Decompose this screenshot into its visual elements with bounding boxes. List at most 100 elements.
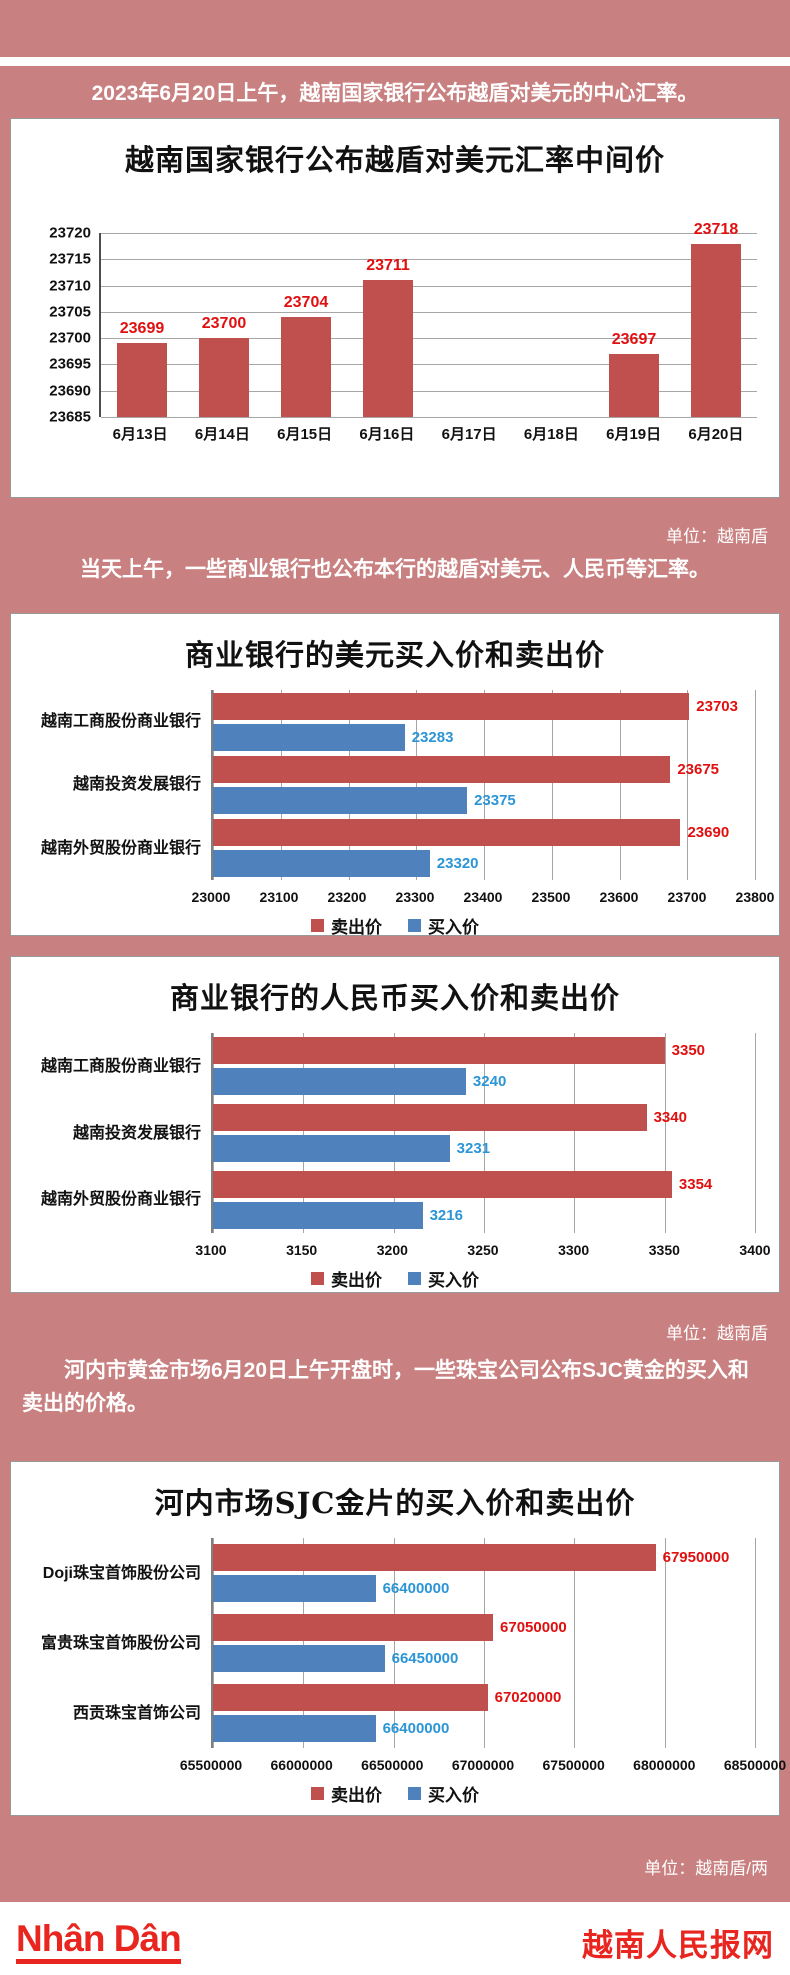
bar-row: 66450000 [213, 1645, 755, 1672]
category-group: 3340 3231 [213, 1100, 755, 1167]
x-axis-category-label: 6月18日 [523, 426, 579, 443]
y-axis-tick-label: 23690 [49, 382, 91, 400]
gridline [280, 690, 282, 880]
gridline [416, 690, 418, 880]
bar-value-label: 67950000 [662, 1549, 730, 1566]
x-axis-tick-label: 23300 [395, 889, 435, 905]
bar-value-label: 23697 [611, 330, 657, 348]
bar [213, 1645, 385, 1672]
gridline [213, 1538, 214, 1748]
bar-row: 66400000 [213, 1575, 755, 1602]
x-axis-tick-label: 3400 [739, 1242, 771, 1258]
gridline [619, 690, 621, 880]
category-group: 23703 23283 [213, 690, 755, 753]
gridline [348, 690, 350, 880]
gridline [393, 1033, 395, 1233]
bar-value-label: 3354 [678, 1175, 713, 1193]
x-axis-category-label: 6月20日 [688, 426, 744, 443]
x-axis-tick-label: 3350 [648, 1242, 680, 1258]
intro-text-commercial-banks: 当天上午，一些商业银行也公布本行的越盾对美元、人民币等汇率。 [80, 558, 710, 581]
x-axis-tick-label: 67000000 [451, 1757, 515, 1773]
bar-slot: 23711 [347, 233, 429, 417]
x-axis-tick-label: 23200 [327, 889, 367, 905]
bar [213, 1170, 672, 1198]
legend-swatch [408, 1787, 421, 1800]
gridline [101, 390, 757, 392]
gridline [101, 285, 757, 287]
legend-item: 卖出价 [311, 1266, 382, 1291]
unit-note: 单位：越南盾 [666, 527, 768, 546]
category-label: 越南投资发展银行 [72, 1124, 201, 1142]
bar-row: 23375 [213, 786, 755, 814]
gridline [687, 690, 689, 880]
bar-value-label: 66400000 [382, 1580, 450, 1597]
bar [213, 1575, 376, 1602]
bar-row: 3350 [213, 1037, 755, 1065]
category-labels-column: 越南工商股份商业银行 越南投资发展银行 越南外贸股份商业银行 [11, 1033, 211, 1233]
category-group: 3354 3216 [213, 1166, 755, 1233]
x-axis-category-label: 6月13日 [112, 426, 168, 443]
chart-legend: 卖出价 买入价 [11, 1781, 779, 1806]
bar [280, 317, 332, 417]
bar-value-label: 23283 [411, 728, 454, 746]
chart-title: 越南国家银行公布越盾对美元汇率中间价 [124, 143, 665, 177]
category-label: 越南工商股份商业银行 [40, 1057, 201, 1075]
category-labels-column: 越南工商股份商业银行 越南投资发展银行 越南外贸股份商业银行 [11, 690, 211, 880]
bar-row: 67950000 [213, 1544, 755, 1571]
y-axis-tick-label: 23715 [49, 250, 91, 268]
chart-title: 商业银行的人民币买入价和卖出价 [169, 981, 620, 1015]
x-axis-tick-label: 67500000 [542, 1757, 605, 1773]
x-axis-tick-label: 3200 [376, 1242, 408, 1258]
intro-text-central-rate: 2023年6月20日上午，越南国家银行公布越盾对美元的中心汇率。 [91, 82, 699, 105]
category-label: 西贡珠宝首饰公司 [72, 1704, 201, 1722]
plot-area: 23703 23283 23675 23375 23690 23320 [211, 690, 756, 880]
gridline [303, 1538, 305, 1748]
bar-value-label: 23320 [436, 855, 479, 873]
top-band [0, 0, 790, 57]
x-axis-tick-label: 23800 [735, 889, 775, 905]
bar [690, 243, 742, 417]
bar-slot: 23697 [593, 233, 675, 417]
unit-note: 单位：越南盾/两 [644, 1859, 768, 1878]
plot-area: 3350 3240 3340 3231 3354 3216 [211, 1033, 756, 1233]
bar-slot [429, 233, 511, 417]
bar-row: 3240 [213, 1068, 755, 1096]
bar [213, 1068, 466, 1096]
bar-value-label: 23703 [696, 697, 738, 715]
category-group: 67950000 66400000 [213, 1538, 755, 1608]
x-axis-tick-label: 3250 [467, 1242, 499, 1258]
x-axis-tick-label: 23700 [667, 889, 707, 905]
bar-value-label: 3240 [472, 1073, 507, 1091]
gridline [213, 690, 214, 880]
category-group: 23675 23375 [213, 753, 755, 816]
bar-value-label: 66450000 [391, 1650, 459, 1667]
category-label: 富贵珠宝首饰股份公司 [40, 1634, 201, 1652]
chart-panel-usd-buy-sell: 商业银行的美元买入价和卖出价 越南工商股份商业银行 越南投资发展银行 越南外贸股份商… [10, 613, 780, 937]
legend-label: 卖出价 [331, 918, 382, 937]
gridline [213, 1033, 214, 1233]
bar-value-label: 3350 [671, 1042, 706, 1060]
y-axis-tick-label: 23720 [49, 224, 91, 242]
bar-row: 23320 [213, 850, 755, 878]
bar-groups: 23703 23283 23675 23375 23690 23320 [213, 690, 755, 880]
x-axis-category-label: 6月19日 [606, 426, 662, 443]
gridline [101, 259, 757, 261]
bar-value-label: 3340 [653, 1109, 687, 1126]
gridline [664, 1538, 666, 1748]
legend-item: 卖出价 [311, 1781, 382, 1806]
chart-body: 越南工商股份商业银行 越南投资发展银行 越南外贸股份商业银行 3350 3240 334… [11, 1033, 756, 1233]
category-group: 67020000 66400000 [213, 1678, 755, 1748]
bar [213, 692, 690, 720]
gridline [484, 1033, 485, 1233]
x-axis-category-label: 6月17日 [441, 426, 497, 443]
x-axis-tick-label: 65500000 [179, 1757, 243, 1773]
bar-row: 3340 [213, 1104, 755, 1131]
legend-label: 卖出价 [331, 1271, 382, 1290]
bar-row: 3354 [213, 1170, 755, 1198]
bar [198, 338, 250, 417]
x-axis-labels: 65500000 66000000 66500000 67000000 67500000… [11, 1752, 786, 1776]
x-axis-category-label: 6月16日 [359, 426, 415, 443]
bar-value-label: 3231 [456, 1140, 491, 1157]
gridline [101, 364, 757, 366]
bar-value-label: 23675 [677, 760, 720, 778]
